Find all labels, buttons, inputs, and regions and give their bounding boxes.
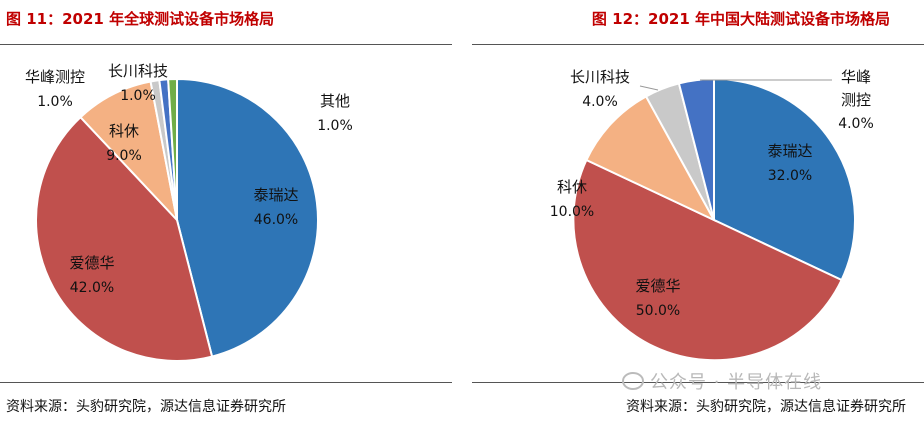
- slice-value-label: 32.0%: [768, 168, 812, 184]
- slice-value-label: 4.0%: [838, 116, 874, 132]
- slice-value-label: 4.0%: [582, 94, 618, 110]
- watermark: 公众号 · 半导体在线: [622, 368, 822, 394]
- chart-title: 图 11：2021 年全球测试设备市场格局: [6, 10, 275, 28]
- slice-value-label: 1.0%: [120, 88, 156, 104]
- slice-value-label: 50.0%: [636, 303, 680, 319]
- pie-slice-1: [713, 77, 856, 282]
- wechat-icon: [622, 372, 644, 390]
- source-note: 资料来源：头豹研究院，源达信息证券研究所: [6, 399, 286, 415]
- pie-slice-3: [585, 95, 717, 223]
- slice-value-label: 10.0%: [550, 204, 594, 220]
- slice-label: 华峰测控: [25, 68, 85, 86]
- source-note: 资料来源：头豹研究院，源达信息证券研究所: [626, 399, 906, 415]
- leader-line: [639, 85, 659, 91]
- pie-slice-3: [79, 80, 179, 224]
- chart-panel-global: 图 11：2021 年全球测试设备市场格局 泰瑞达 46.0% 爱德华 42.0% 科休…: [0, 0, 452, 425]
- pie-slice-1: [176, 77, 319, 358]
- watermark-text: 公众号 · 半导体在线: [650, 372, 823, 393]
- slice-label: 爱德华: [69, 254, 114, 272]
- slice-label: 科休: [109, 122, 139, 140]
- slice-label: 泰瑞达: [767, 142, 812, 160]
- slice-label: 长川科技: [108, 62, 168, 80]
- divider-bottom: [0, 382, 452, 383]
- chart-panel-china: 图 12：2021 年中国大陆测试设备市场格局 泰瑞达 32.0% 爱德华 50.0%…: [472, 0, 924, 425]
- slice-value-label: 42.0%: [70, 280, 114, 296]
- pie-slice-5: [677, 77, 715, 221]
- slice-value-label: 9.0%: [106, 148, 142, 164]
- pie-slice-2: [572, 158, 843, 362]
- divider-top: [472, 44, 924, 45]
- slice-label: 其他: [320, 92, 350, 110]
- divider-top: [0, 44, 452, 45]
- divider-bottom: [472, 382, 924, 383]
- slice-label: 华峰测控: [841, 68, 871, 109]
- slice-value-label: 1.0%: [317, 118, 353, 134]
- slice-label: 泰瑞达: [253, 186, 298, 204]
- pie-chart-global: 泰瑞达 46.0% 爱德华 42.0% 科休 9.0% 华峰测控 1.0% 长川科技 1.0% 其他…: [25, 62, 353, 362]
- slice-label: 爱德华: [635, 277, 680, 295]
- chart-title: 图 12：2021 年中国大陆测试设备市场格局: [591, 10, 890, 28]
- pie-chart-china: 泰瑞达 32.0% 爱德华 50.0% 科休 10.0% 长川科技 4.0% 华峰测控 4.0%: [550, 68, 874, 362]
- slice-value-label: 1.0%: [37, 94, 73, 110]
- slice-value-label: 46.0%: [254, 212, 298, 228]
- slice-label: 科休: [557, 178, 587, 196]
- pie-slice-2: [35, 115, 214, 362]
- pie-slice-6: [167, 77, 178, 221]
- slice-label: 长川科技: [570, 68, 630, 86]
